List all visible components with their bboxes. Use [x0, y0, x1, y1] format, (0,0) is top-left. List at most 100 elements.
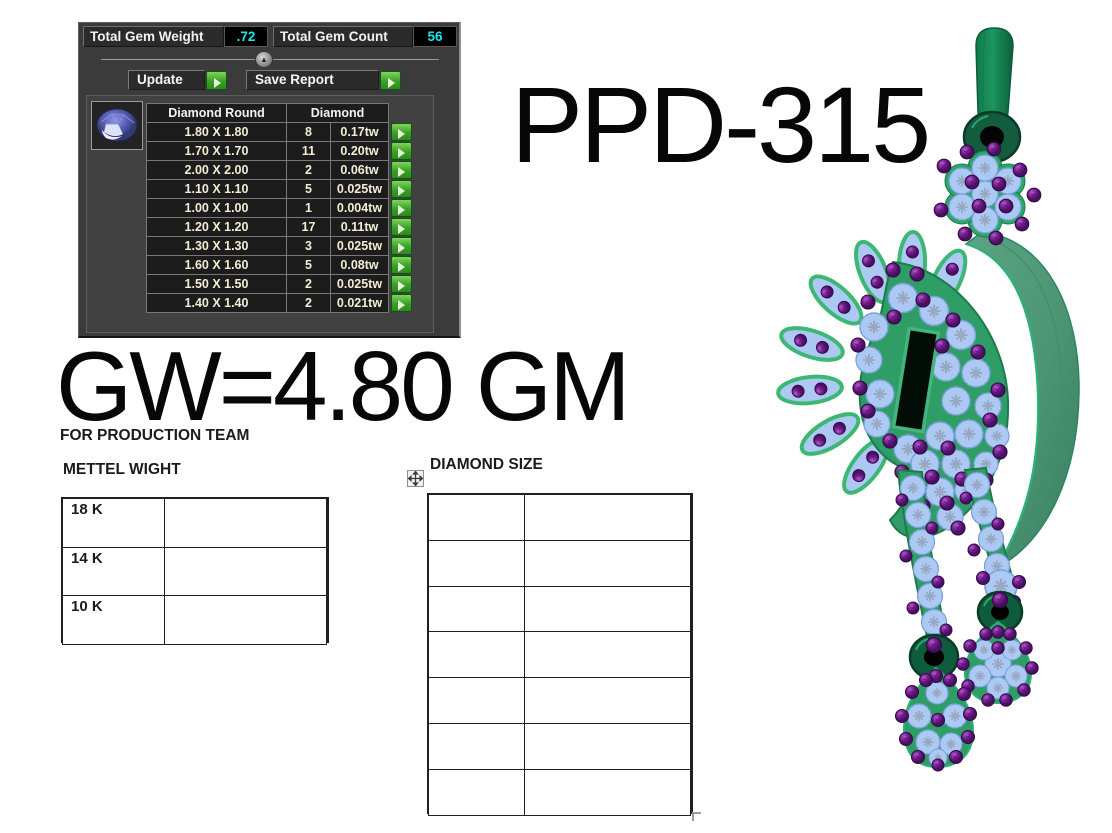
diamond-size-cell[interactable] [428, 631, 525, 679]
play-icon [398, 242, 405, 253]
play-icon [388, 77, 395, 88]
gem-size-cell: 1.00 X 1.00 [146, 198, 287, 218]
play-icon [398, 261, 405, 272]
diamond-size-cell[interactable] [428, 677, 525, 724]
gem-weight-cell: 0.17tw [330, 122, 389, 142]
table-move-handle[interactable] [407, 470, 424, 487]
save-report-button[interactable]: Save Report [246, 70, 379, 90]
diamond-icon [91, 101, 143, 150]
weight-value-cell[interactable] [163, 595, 327, 645]
play-icon [398, 204, 405, 215]
karat-cell[interactable]: 18 K [62, 498, 165, 548]
diamond-size-row [428, 631, 691, 679]
weight-value-cell[interactable] [163, 546, 327, 597]
gem-size-cell: 1.40 X 1.40 [146, 293, 287, 313]
update-run-button[interactable] [206, 71, 227, 90]
play-icon [214, 77, 221, 88]
diamond-size-cell[interactable] [428, 768, 525, 816]
gem-weight-cell: 0.004tw [330, 198, 389, 218]
row-action-button[interactable] [391, 199, 412, 217]
gem-table-body: 1.80 X 1.80 8 0.17tw 1.70 X 1.70 11 0.20… [146, 122, 412, 313]
row-action-button[interactable] [391, 275, 412, 293]
gem-size-cell: 1.30 X 1.30 [146, 236, 287, 256]
play-icon [398, 185, 405, 196]
gem-table-row: 1.20 X 1.20 17 0.11tw [146, 217, 412, 237]
total-gem-weight-label: Total Gem Weight [83, 26, 224, 47]
gem-weight-cell: 0.06tw [330, 160, 389, 180]
collapse-panel-button[interactable]: ▲ [255, 51, 273, 68]
gem-count-cell: 8 [286, 122, 331, 142]
play-icon [398, 223, 405, 234]
diamond-size-cell[interactable] [428, 494, 525, 541]
gem-size-cell: 1.70 X 1.70 [146, 141, 287, 161]
weight-value-cell[interactable] [163, 498, 327, 548]
gem-size-table: Diamond Round Diamond 1.80 X 1.80 8 0.17… [146, 103, 412, 313]
gem-size-cell: 2.00 X 2.00 [146, 160, 287, 180]
bail [962, 27, 1022, 164]
diamond-qty-cell[interactable] [523, 677, 691, 724]
row-action-button[interactable] [391, 180, 412, 198]
diamond-size-cell[interactable] [428, 539, 525, 587]
left-donut-connector [908, 633, 960, 681]
diamond-size-title: DIAMOND SIZE [430, 456, 543, 473]
gem-weight-cell: 0.025tw [330, 236, 389, 256]
diamond-size-row [428, 539, 691, 587]
gem-report-panel: Total Gem Weight .72 Total Gem Count 56 … [78, 22, 461, 338]
row-action-button[interactable] [391, 142, 412, 160]
right-pear-drop [956, 620, 1039, 707]
metal-weight-row: 18 K [62, 498, 327, 548]
gem-table-row: 1.50 X 1.50 2 0.025tw [146, 274, 412, 294]
diamond-qty-cell[interactable] [523, 539, 691, 587]
production-team-label: FOR PRODUCTION TEAM [60, 427, 250, 444]
total-gem-count-label: Total Gem Count [273, 26, 413, 47]
row-action-button[interactable] [391, 237, 412, 255]
diamond-qty-cell[interactable] [523, 722, 691, 770]
row-action-button[interactable] [391, 256, 412, 274]
gross-weight-text: GW=4.80 GM [56, 331, 631, 441]
row-action-button[interactable] [391, 123, 412, 141]
play-icon [398, 147, 405, 158]
diamond-qty-cell[interactable] [523, 585, 691, 633]
gem-count-cell: 5 [286, 255, 331, 275]
play-icon [398, 299, 405, 310]
total-gem-weight-value: .72 [224, 26, 268, 47]
diamond-qty-cell[interactable] [523, 631, 691, 679]
gem-table-row: 1.60 X 1.60 5 0.08tw [146, 255, 412, 275]
save-report-run-button[interactable] [380, 71, 401, 90]
diamond-size-cell[interactable] [428, 722, 525, 770]
crescent-leaf [964, 231, 1080, 570]
gem-table-row: 1.00 X 1.00 1 0.004tw [146, 198, 412, 218]
karat-cell[interactable]: 14 K [62, 546, 165, 597]
metal-weight-row: 14 K [62, 546, 327, 597]
gem-weight-cell: 0.08tw [330, 255, 389, 275]
karat-cell[interactable]: 10 K [62, 595, 165, 645]
row-action-button[interactable] [391, 218, 412, 236]
total-gem-count-value: 56 [413, 26, 457, 47]
diamond-size-cell[interactable] [428, 585, 525, 633]
play-icon [398, 128, 405, 139]
gem-table-row: 1.70 X 1.70 11 0.20tw [146, 141, 412, 161]
gem-weight-cell: 0.20tw [330, 141, 389, 161]
table-resize-handle[interactable] [692, 812, 701, 821]
gem-table-row: 1.80 X 1.80 8 0.17tw [146, 122, 412, 142]
gem-count-cell: 3 [286, 236, 331, 256]
top-flower-cluster [933, 141, 1042, 246]
diamond-qty-cell[interactable] [523, 768, 691, 816]
gem-table-row: 1.30 X 1.30 3 0.025tw [146, 236, 412, 256]
gem-weight-cell: 0.11tw [330, 217, 389, 237]
pendant-render [776, 27, 1080, 772]
gem-size-cell: 1.60 X 1.60 [146, 255, 287, 275]
gem-weight-cell: 0.025tw [330, 274, 389, 294]
gem-count-cell: 17 [286, 217, 331, 237]
row-action-button[interactable] [391, 294, 412, 312]
design-code-text: PPD-315 [511, 64, 931, 185]
diamond-size-table [427, 493, 693, 816]
gem-size-cell: 1.50 X 1.50 [146, 274, 287, 294]
play-icon [398, 166, 405, 177]
diamond-qty-cell[interactable] [523, 494, 691, 541]
row-action-button[interactable] [391, 161, 412, 179]
update-button[interactable]: Update [128, 70, 205, 90]
gem-table-row: 2.00 X 2.00 2 0.06tw [146, 160, 412, 180]
gem-table-area: Diamond Round Diamond 1.80 X 1.80 8 0.17… [86, 95, 434, 333]
gem-count-cell: 2 [286, 293, 331, 313]
